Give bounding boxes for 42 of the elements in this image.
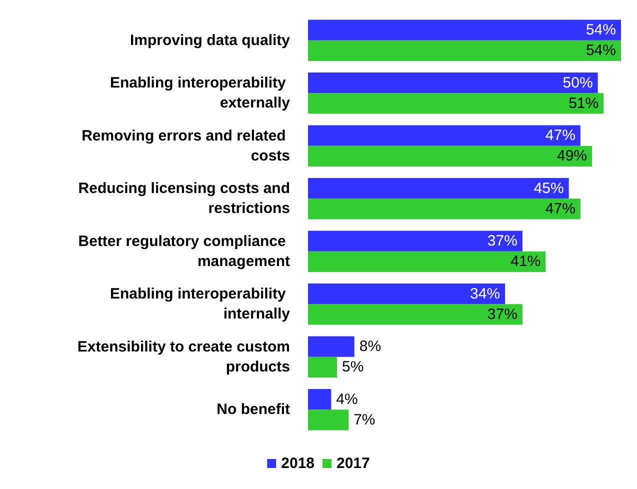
data-label: 41% <box>510 253 541 270</box>
data-label: 47% <box>545 200 576 218</box>
data-label: 50% <box>562 74 593 92</box>
y-tick-label: Better regulatory compliance management <box>78 232 290 270</box>
y-tick-label: Removing errors and related costs <box>82 127 290 164</box>
data-label: 7% <box>354 411 376 428</box>
bar <box>308 178 569 199</box>
bar <box>308 230 522 252</box>
bar <box>308 389 332 410</box>
bar <box>308 198 580 220</box>
y-tick-label: Improving data quality <box>130 32 291 49</box>
y-tick-label: No benefit <box>216 401 290 418</box>
bar <box>308 251 546 272</box>
bar <box>308 125 580 146</box>
data-label: 4% <box>336 390 358 408</box>
legend-label: 2017 <box>336 455 370 472</box>
bar <box>308 336 354 357</box>
data-label: 37% <box>487 232 518 250</box>
bar <box>308 284 506 304</box>
data-label: 8% <box>359 338 382 356</box>
bar <box>308 20 621 40</box>
y-tick-label: Enabling interoperability internally <box>110 286 291 323</box>
bar <box>308 40 621 61</box>
data-label: 45% <box>534 180 564 197</box>
legend-label: 2018 <box>281 455 315 472</box>
y-tick-label: Reducing licensing costs and restrictions <box>78 180 290 218</box>
data-label: 34% <box>470 285 500 302</box>
bar <box>308 93 604 114</box>
bar <box>308 356 337 378</box>
data-label: 54% <box>586 22 616 39</box>
bar <box>308 304 522 325</box>
data-label: 47% <box>545 127 576 144</box>
bar <box>308 146 592 166</box>
y-tick-label: Enabling interoperability externally <box>110 74 291 112</box>
bar <box>308 72 598 94</box>
bar <box>308 410 349 430</box>
data-label: 51% <box>568 94 599 112</box>
data-label: 54% <box>586 42 616 60</box>
data-label: 37% <box>487 306 518 323</box>
data-label: 49% <box>556 148 588 165</box>
data-label: 5% <box>342 358 364 376</box>
y-tick-label: Extensibility to create custom products <box>77 338 290 376</box>
